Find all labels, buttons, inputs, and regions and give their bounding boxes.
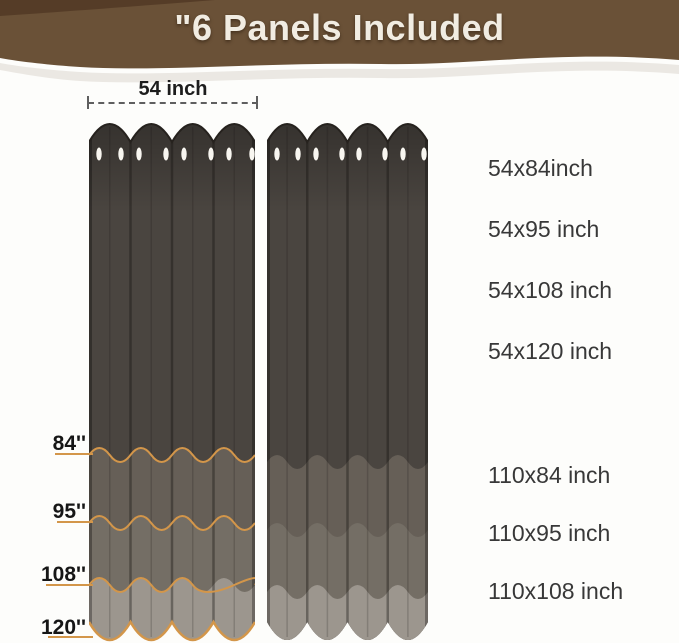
- size-option: 110x84 inch: [488, 462, 611, 488]
- curtain-panel-right: [267, 123, 428, 640]
- width-measure-label: 54 inch: [138, 78, 208, 100]
- page-title: "6 Panels Included: [174, 7, 505, 48]
- pleat-lines-major: [129, 137, 215, 635]
- height-label-108: 108'': [40, 563, 86, 586]
- size-list-110: 110x84 inch 110x95 inch 110x108 inch: [488, 446, 623, 620]
- size-list-54: 54x84inch 54x95 inch 54x108 inch 54x120 …: [488, 138, 612, 382]
- size-option: 110x108 inch: [488, 578, 624, 604]
- height-line-108: [46, 584, 93, 586]
- height-label-120: 120'': [40, 616, 86, 639]
- height-line-95: [57, 521, 93, 523]
- size-option: 54x84inch: [488, 155, 593, 181]
- height-line-84: [55, 453, 93, 455]
- width-measure-line: [88, 102, 258, 104]
- size-option: 54x108 inch: [488, 277, 613, 303]
- length-marker-waves: [89, 447, 255, 642]
- pleat-lines-minor: [286, 127, 409, 637]
- measure-tick-left: [87, 96, 89, 109]
- grommets-left: [96, 147, 255, 161]
- height-line-120: [48, 636, 93, 638]
- curtain-panel-left: [89, 123, 255, 642]
- banner-ribbon: [0, 0, 679, 83]
- pleat-lines-minor: [109, 127, 235, 637]
- size-option: 110x95 inch: [488, 520, 611, 546]
- height-label-84: 84'': [52, 432, 86, 455]
- size-option: 54x120 inch: [488, 338, 613, 364]
- pleat-lines-major: [306, 137, 389, 635]
- grommets-right: [274, 147, 427, 161]
- size-option: 54x95 inch: [488, 216, 600, 242]
- height-label-95: 95'': [52, 500, 86, 523]
- measure-tick-right: [256, 96, 258, 109]
